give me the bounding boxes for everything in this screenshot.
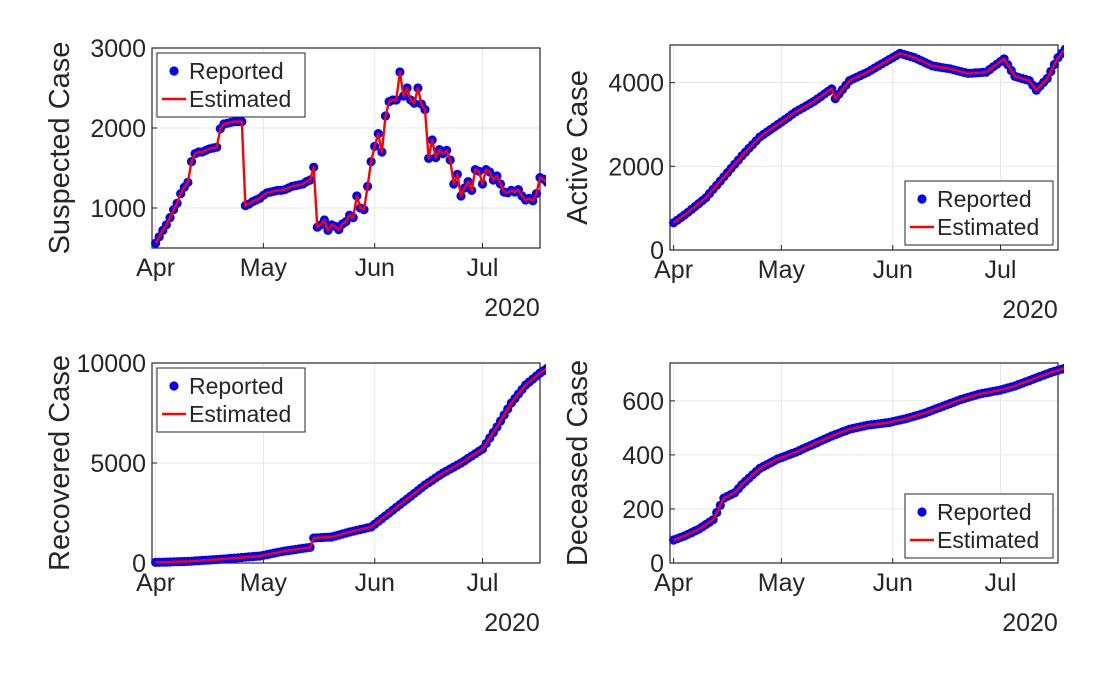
subplot-2: Apr May Jun Jul 2020 0 2000 4000 Active Case Repo…	[562, 40, 1073, 324]
legend-reported-marker	[917, 507, 927, 517]
x-tick-label: Jul	[467, 254, 499, 282]
x-tick-label: May	[240, 254, 288, 282]
data-layer	[669, 40, 1073, 228]
y-tick-label: 1000	[90, 195, 146, 223]
y-tick-label: 0	[650, 550, 664, 578]
data-layer	[151, 361, 555, 568]
axes-box	[669, 44, 1059, 251]
axes-box	[669, 362, 1059, 564]
axes-box	[151, 47, 541, 249]
legend-reported-label: Reported	[189, 373, 284, 399]
x-tick-label: May	[758, 569, 806, 597]
x-tick-label: Jun	[873, 569, 913, 597]
legend-reported-label: Reported	[937, 499, 1032, 525]
y-tick-label: 0	[650, 237, 664, 265]
y-tick-label: 5000	[90, 450, 146, 478]
y-tick-label: 400	[622, 442, 664, 470]
y-axis-label: Active Case	[562, 70, 594, 225]
subplot-1: Apr May Jun Jul 2020 1000 2000 3000 Suspected Ca…	[44, 35, 546, 322]
x-year-label: 2020	[1002, 609, 1058, 637]
y-axis-label: Recovered Case	[44, 355, 76, 571]
estimated-line	[154, 70, 546, 244]
x-tick-label: Apr	[136, 254, 175, 282]
legend-box	[156, 52, 306, 118]
x-tick-label: Apr	[654, 569, 693, 597]
x-tick-label: Jun	[355, 254, 395, 282]
y-tick-label: 10000	[76, 350, 146, 378]
x-tick-label: Apr	[654, 256, 693, 284]
legend-reported-label: Reported	[937, 186, 1032, 212]
y-tick-label: 4000	[608, 70, 664, 98]
legend-reported-marker	[169, 66, 179, 76]
legend-estimated-label: Estimated	[189, 86, 291, 112]
reported-point	[1064, 363, 1073, 372]
x-tick-label: Jul	[985, 256, 1017, 284]
y-tick-label: 3000	[90, 35, 146, 63]
x-year-label: 2020	[1002, 296, 1058, 324]
reported-point	[546, 361, 555, 370]
subplot-4: Apr May Jun Jul 2020 0 200 400 600 Deceased Case R…	[562, 360, 1073, 637]
estimated-line	[155, 367, 546, 564]
y-axis-label: Suspected Case	[44, 42, 76, 255]
legend-estimated-label: Estimated	[937, 214, 1039, 240]
legend-box	[904, 493, 1054, 559]
legend-reported-marker	[169, 381, 179, 391]
y-tick-label: 200	[622, 496, 664, 524]
x-tick-label: Jul	[985, 569, 1017, 597]
y-tick-label: 0	[132, 550, 146, 578]
x-tick-label: May	[240, 569, 288, 597]
x-year-label: 2020	[484, 609, 540, 637]
data-layer	[151, 67, 546, 248]
x-year-label: 2020	[484, 294, 540, 322]
x-tick-label: May	[758, 256, 806, 284]
y-tick-label: 2000	[90, 115, 146, 143]
legend-reported-label: Reported	[189, 58, 284, 84]
estimated-line	[673, 367, 1064, 542]
x-tick-label: Jun	[355, 569, 395, 597]
legend-box	[156, 367, 306, 433]
x-tick-label: Apr	[136, 569, 175, 597]
axes-box	[151, 362, 541, 564]
legend-reported-marker	[917, 194, 927, 204]
y-tick-label: 600	[622, 388, 664, 416]
legend-estimated-label: Estimated	[189, 401, 291, 427]
estimated-line	[672, 48, 1064, 224]
reported-point	[1064, 40, 1073, 49]
x-tick-label: Jun	[873, 256, 913, 284]
y-axis-label: Deceased Case	[562, 360, 594, 566]
data-layer	[669, 363, 1073, 545]
x-tick-label: Jul	[467, 569, 499, 597]
legend-box	[904, 180, 1054, 246]
legend-estimated-label: Estimated	[937, 527, 1039, 553]
y-tick-label: 2000	[608, 153, 664, 181]
